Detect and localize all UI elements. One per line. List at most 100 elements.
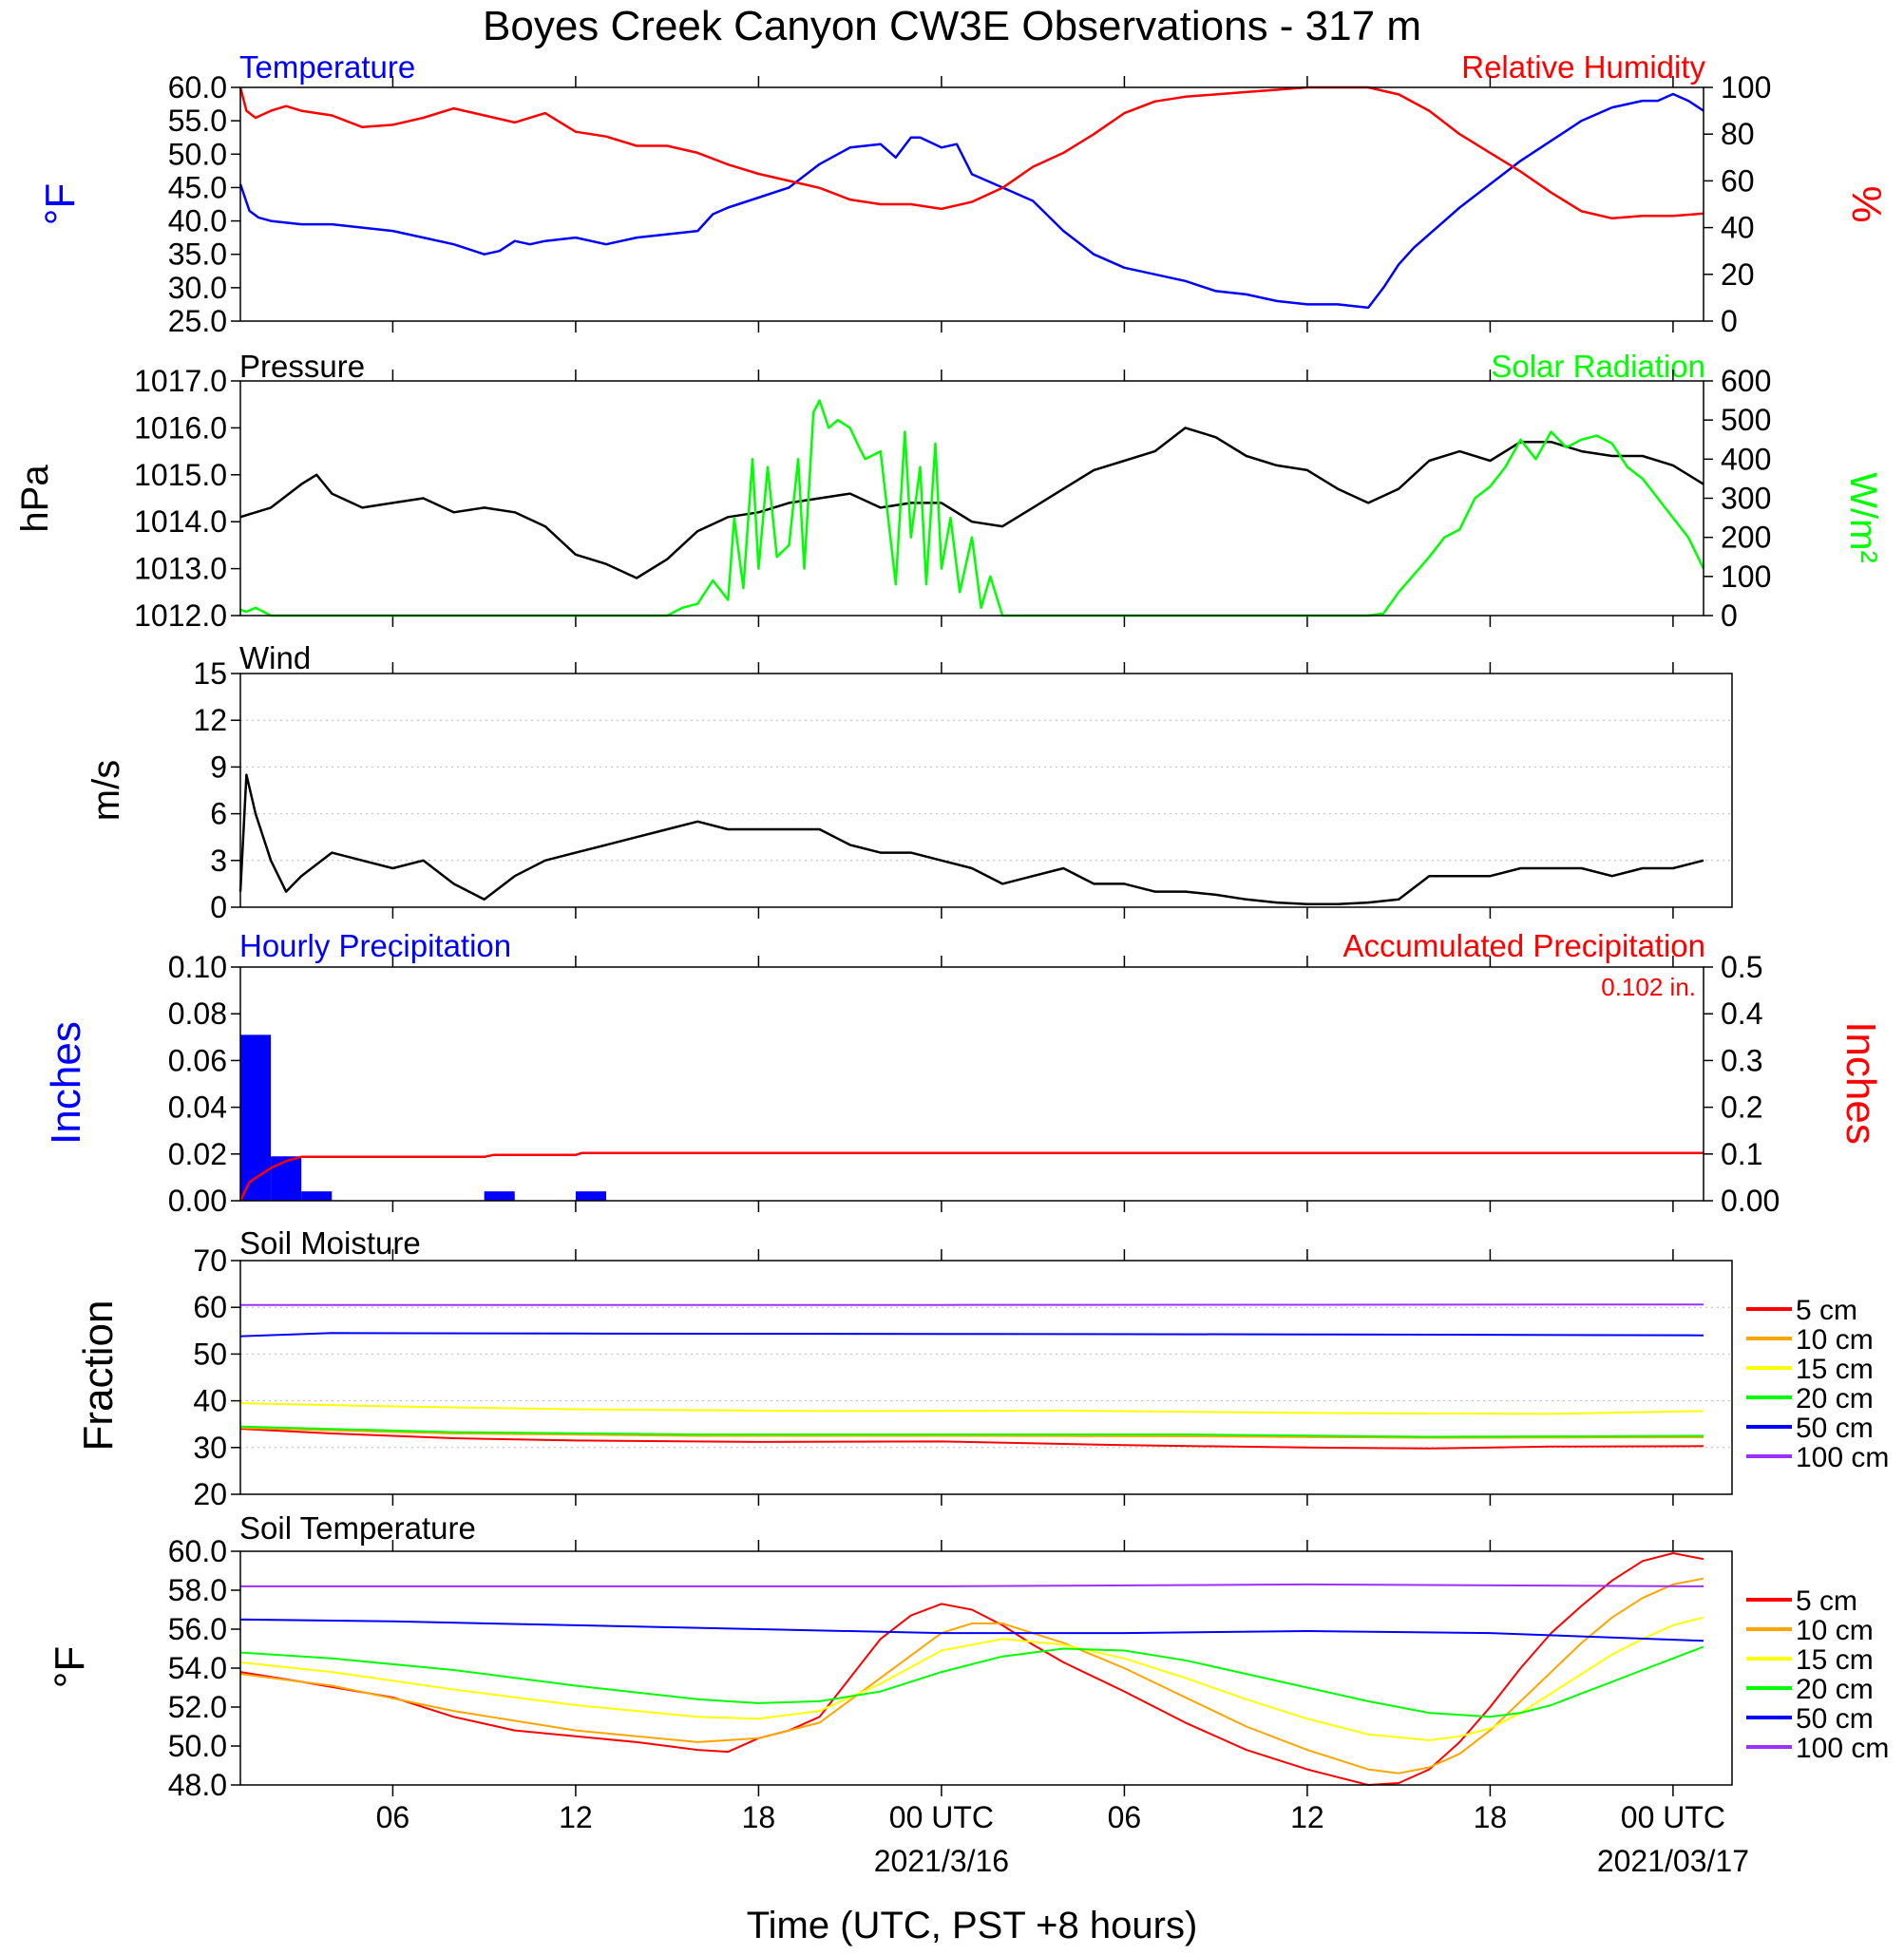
y-tick-label: 1014.0 (134, 504, 227, 539)
y-tick-label: 55.0 (168, 104, 227, 138)
precip-y-ticks: 0.00 0.02 0.04 0.06 0.08 0.10 (168, 950, 1674, 1218)
y2-tick-label: 60 (1721, 163, 1755, 198)
x-tick-label: 00 UTC (1621, 1800, 1725, 1834)
x-tick-label: 12 (1290, 1800, 1324, 1834)
moisture-axis-label: Fraction (75, 1300, 122, 1452)
series-line-100-cm (240, 1583, 1704, 1587)
soiltemp-axis-label: °F (47, 1646, 93, 1688)
legend-label-5-cm: 5 cm (1796, 1585, 1857, 1617)
chart-title: Boyes Creek Canyon CW3E Observations - 3… (483, 3, 1421, 49)
y2-tick-label: 0.5 (1721, 950, 1762, 984)
y2-tick-label: 0 (1721, 304, 1738, 338)
legend-label-10-cm: 10 cm (1796, 1324, 1874, 1356)
series-line-5-cm (239, 1428, 1704, 1450)
legend-label-15-cm: 15 cm (1796, 1644, 1874, 1676)
y-tick-label: 1015.0 (134, 458, 227, 492)
series-line-15-cm (239, 1616, 1704, 1741)
legend-label-10-cm: 10 cm (1796, 1615, 1874, 1646)
y-tick-label: 15 (193, 656, 227, 691)
moisture-y-ticks: 20 30 40 50 60 70 (193, 1243, 1732, 1511)
y2-tick-label: 0.3 (1721, 1043, 1762, 1077)
x-tick-label: 06 (1108, 1800, 1142, 1834)
y-tick-label: 1016.0 (134, 410, 227, 445)
y-tick-label: 40.0 (168, 204, 227, 238)
soiltemp-panel: Soil Temperature °F 48.0 50.0 52.0 54.0 56.0… (47, 1510, 1889, 1802)
legend-label-20-cm: 20 cm (1796, 1383, 1874, 1414)
temperature-axis-label: °F (37, 183, 84, 225)
rh-title: Relative Humidity (1461, 49, 1705, 85)
y2-tick-label: 0.00 (1721, 1184, 1780, 1218)
x-axis-label: Time (UTC, PST +8 hours) (747, 1905, 1198, 1946)
y-tick-label: 60 (193, 1290, 227, 1324)
y-tick-label: 0 (210, 890, 227, 924)
y-tick-label: 0.08 (168, 996, 227, 1031)
series-line-pressure (239, 427, 1704, 579)
series-line-50-cm (239, 1332, 1704, 1338)
y-tick-label: 20 (193, 1477, 227, 1511)
y-tick-label: 40 (193, 1384, 227, 1418)
precip-frame (239, 966, 1704, 1202)
wind-frame (239, 673, 1733, 908)
y-tick-label: 60.0 (168, 70, 227, 104)
series-line-50-cm (239, 1618, 1704, 1642)
moisture-series (239, 1303, 1704, 1450)
y-tick-label: 50.0 (168, 1729, 227, 1763)
legend-label-15-cm: 15 cm (1796, 1354, 1874, 1385)
series-line-15-cm (239, 1402, 1704, 1415)
x-tick-label: 12 (559, 1800, 593, 1834)
y-tick-label: 0.00 (168, 1184, 227, 1218)
y-tick-label: 30 (193, 1431, 227, 1465)
accum-axis-label: Inches (1837, 1021, 1884, 1145)
y2-tick-label: 100 (1721, 560, 1771, 594)
y-tick-label: 60.0 (168, 1534, 227, 1568)
solar-title: Solar Radiation (1491, 349, 1705, 384)
y-tick-label: 30.0 (168, 271, 227, 305)
series-line-accumulated-precipitation (238, 1151, 1704, 1202)
y2-tick-label: 300 (1721, 482, 1771, 516)
y2-tick-label: 500 (1721, 403, 1771, 437)
series-line-relative-humidity (238, 85, 1704, 220)
y2-tick-label: 0.1 (1721, 1137, 1762, 1171)
y-tick-label: 25.0 (168, 304, 227, 338)
wind-axis-label: m/s (86, 760, 127, 821)
series-line-10-cm (239, 1427, 1704, 1439)
precip-bar (271, 1156, 302, 1201)
x-axis-dates: 2021/3/16 2021/03/17 (874, 1844, 1749, 1878)
y-tick-label: 50 (193, 1337, 227, 1371)
x-tick-label: 00 UTC (889, 1800, 994, 1834)
pressure-title: Pressure (239, 349, 365, 384)
x-tick-label: 18 (1474, 1800, 1508, 1834)
y-tick-label: 0.10 (168, 950, 227, 984)
rh-axis-label: % (1843, 185, 1890, 222)
y-tick-label: 0.06 (168, 1043, 227, 1077)
x-tick-label: 18 (742, 1800, 776, 1834)
x-axis-ticks: 06 12 18 00 UTC 06 12 18 00 UTC (376, 1800, 1725, 1834)
y-tick-label: 45.0 (168, 170, 227, 204)
solar-y-ticks: 0 100 200 300 400 500 600 (1704, 364, 1771, 633)
y2-tick-label: 600 (1721, 364, 1771, 398)
moisture-panel: Soil Moisture Fraction 20 30 40 50 60 70 5 cm… (75, 1225, 1889, 1511)
y-tick-label: 58.0 (168, 1573, 227, 1607)
moisture-title: Soil Moisture (239, 1225, 421, 1261)
y-tick-label: 70 (193, 1243, 227, 1278)
series-line-10-cm (239, 1577, 1704, 1775)
wind-series (238, 773, 1704, 905)
temperature-series (238, 85, 1704, 310)
temperature-frame (239, 86, 1704, 322)
series-line-20-cm (239, 1425, 1704, 1438)
y-tick-label: 50.0 (168, 137, 227, 171)
soiltemp-title: Soil Temperature (239, 1510, 476, 1546)
temperature-panel: Temperature Relative Humidity °F % 25.03… (37, 49, 1890, 338)
y-tick-label: 0.02 (168, 1137, 227, 1171)
series-line-5-cm (239, 1552, 1704, 1786)
wind-panel: Wind m/s 0 3 6 9 12 15 (86, 640, 1733, 924)
temperature-title: Temperature (239, 49, 415, 85)
moisture-frame (239, 1260, 1733, 1495)
y2-tick-label: 100 (1721, 70, 1771, 104)
soiltemp-frame (239, 1550, 1733, 1786)
pressure-frame (239, 380, 1704, 617)
y2-tick-label: 0.4 (1721, 996, 1762, 1031)
precip-series (238, 1034, 1704, 1202)
y-tick-label: 6 (210, 797, 227, 831)
